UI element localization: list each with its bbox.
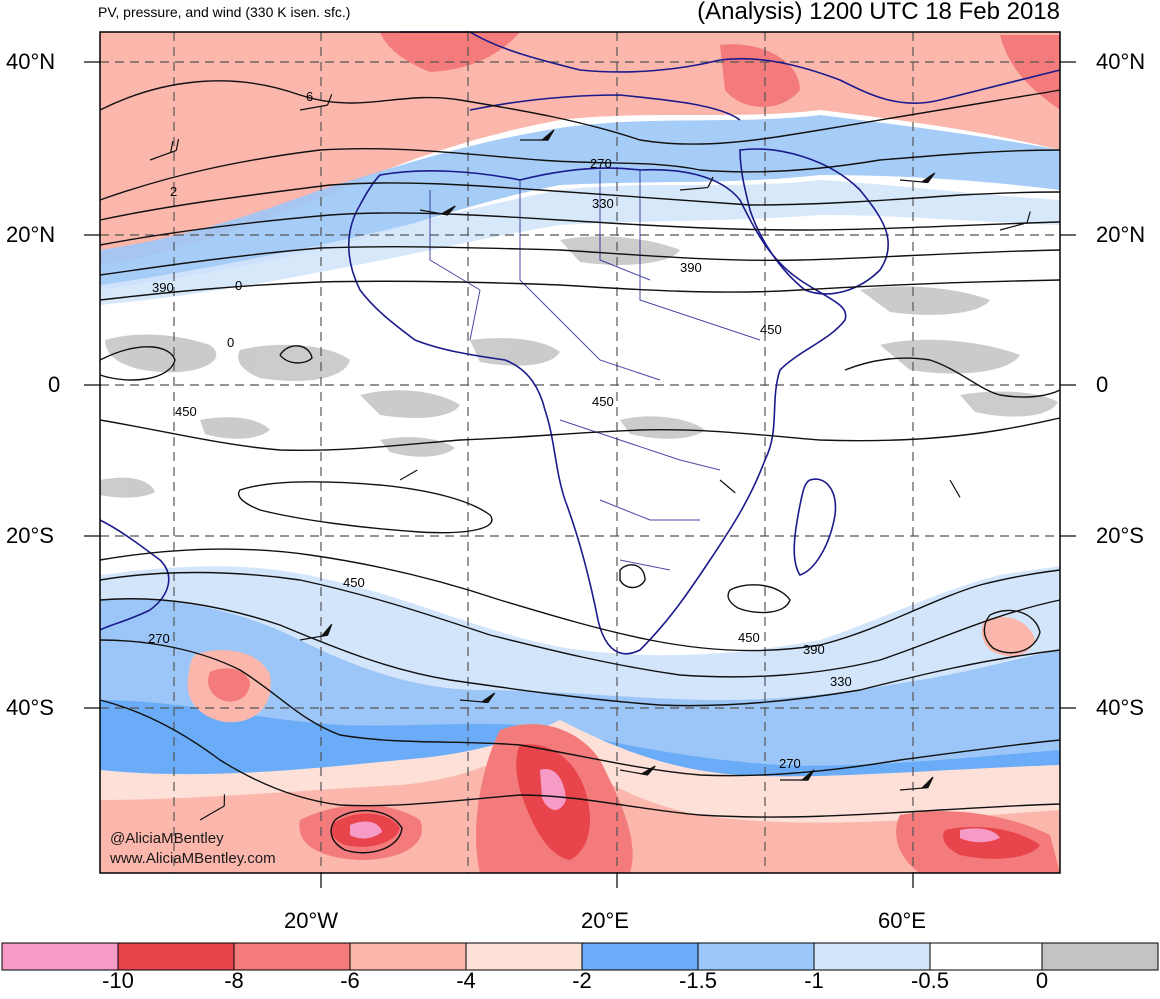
arabia-outline — [739, 148, 890, 295]
lat-label-40s-left: 40°S — [6, 695, 54, 720]
pv-cutoff-east — [981, 616, 1035, 656]
isobar-contours — [99, 80, 1061, 854]
contour-label-330-south: 330 — [830, 674, 852, 689]
map-subtitle: PV, pressure, and wind (330 K isen. sfc.… — [98, 4, 351, 20]
colorbar-tick-neg1-5: -1.5 — [679, 968, 717, 993]
pv-band-north-lightblue — [100, 180, 1060, 305]
lon-label-20w: 20°W — [284, 908, 339, 933]
contour-label-270-south: 270 — [779, 756, 801, 771]
wind-barbs — [149, 94, 1031, 821]
africa-outline — [347, 167, 847, 655]
contour-labels: 270 330 390 390 0 0 450 450 450 450 450 … — [148, 89, 852, 771]
borders — [429, 170, 761, 571]
lon-label-20e: 20°E — [581, 908, 629, 933]
map-border — [99, 31, 1061, 874]
contour-label-0-center: 0 — [227, 335, 234, 350]
lat-label-40n-left: 40°N — [6, 49, 56, 74]
colorbar-swatch-white — [929, 942, 1043, 971]
lat-label-20n-left: 20°N — [6, 222, 56, 247]
colorbar-tick-0: 0 — [1035, 968, 1049, 993]
contour-label-450-east: 450 — [760, 322, 782, 337]
colorbar-swatch-mid-blue — [697, 942, 815, 971]
lat-label-eq-right: 0 — [1096, 372, 1109, 397]
colorbar-swatch-grey — [1041, 942, 1159, 971]
contour-label-0-west: 0 — [235, 278, 242, 293]
colorbar-tick-neg2: -2 — [572, 968, 592, 993]
madagascar-outline — [793, 478, 837, 576]
lat-label-40s-right: 40°S — [1096, 695, 1144, 720]
colorbar-tick-neg4: -4 — [456, 968, 476, 993]
south-america-tip — [99, 519, 170, 631]
contour-label-330-north: 330 — [592, 196, 614, 211]
mediterranean-outline — [469, 94, 741, 121]
pv-band-north-red — [100, 32, 1060, 265]
credit-handle: @AliciaMBentley — [110, 830, 224, 847]
colorbar-swatch-light-blue — [813, 942, 931, 971]
contour-label-390-south: 390 — [803, 642, 825, 657]
lon-label-60e: 60°E — [878, 908, 926, 933]
colorbar-tick-neg6: -6 — [340, 968, 360, 993]
map-title: (Analysis) 1200 UTC 18 Feb 2018 — [697, 0, 1060, 25]
pv-band-south-mid-red — [299, 724, 1060, 873]
colorbar-tick-neg1: -1 — [804, 968, 824, 993]
contour-label-450-africa: 450 — [592, 394, 614, 409]
contour-label-390-west: 390 — [152, 280, 174, 295]
colorbar-swatch-pink — [1, 942, 119, 971]
lat-label-eq-left: 0 — [48, 372, 61, 397]
contour-label-390-north: 390 — [680, 260, 702, 275]
lat-label-40n-right: 40°N — [1096, 49, 1146, 74]
europe-outline — [400, 31, 1061, 104]
colorbar-swatch-deep-red — [117, 942, 235, 971]
colorbar-swatch-light-red — [465, 942, 583, 971]
contour-label-270-southwest: 270 — [148, 631, 170, 646]
colorbar-swatch-blue — [581, 942, 699, 971]
colorbar-tick-neg0-5: -0.5 — [911, 968, 949, 993]
pv-band-north-blue — [100, 115, 1060, 290]
colorbar-tick-neg10: -10 — [102, 968, 134, 993]
colorbar — [1, 942, 1159, 971]
colorbar-swatch-salmon — [349, 942, 467, 971]
colorbar-swatch-red — [233, 942, 351, 971]
pv-label-2: 2 — [170, 184, 177, 199]
pv-label-6: 6 — [306, 89, 313, 104]
contour-label-450-south: 450 — [343, 575, 365, 590]
axis-ticks — [84, 61, 1076, 888]
credit-website: www.AliciaMBentley.com — [110, 850, 276, 867]
contour-label-450-southeast: 450 — [738, 630, 760, 645]
lat-label-20s-right: 20°S — [1096, 523, 1144, 548]
colorbar-tick-neg8: -8 — [224, 968, 244, 993]
contour-label-450-west: 450 — [175, 404, 197, 419]
lat-label-20n-right: 20°N — [1096, 222, 1146, 247]
pv-band-north-deep-red — [380, 32, 1060, 110]
lat-label-20s-left: 20°S — [6, 523, 54, 548]
coastlines — [99, 31, 1061, 655]
pv-cutoff-west-core — [208, 668, 250, 702]
pv-band-south-deep-red — [331, 744, 1040, 860]
contour-label-270-north: 270 — [590, 156, 612, 171]
